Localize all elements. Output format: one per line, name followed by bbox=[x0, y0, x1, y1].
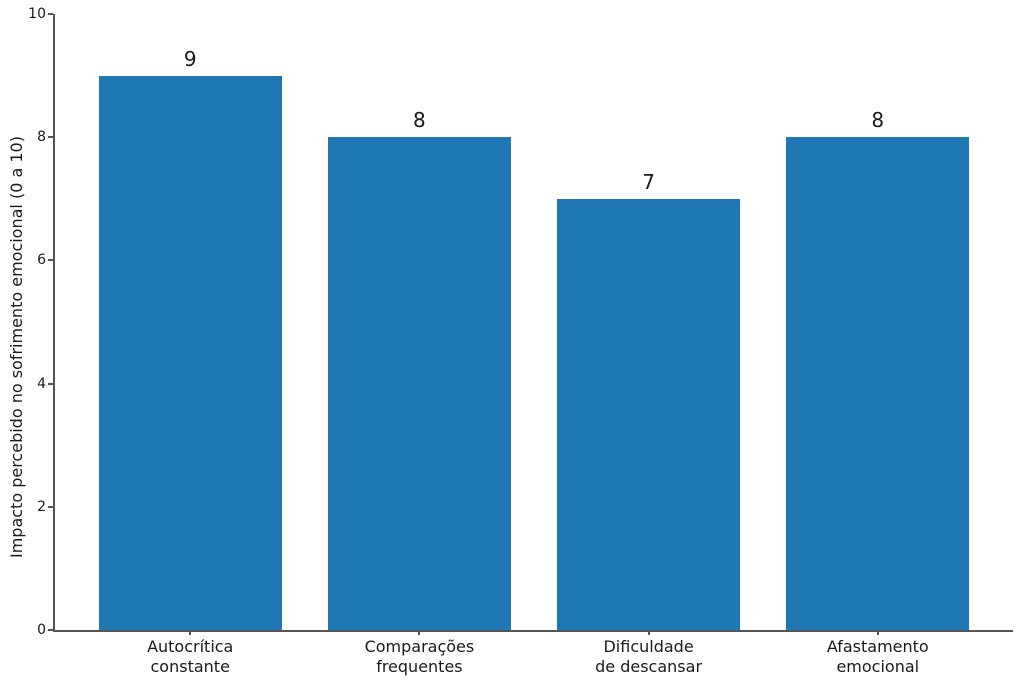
x-tick-mark bbox=[876, 630, 879, 635]
y-tick-mark bbox=[48, 505, 53, 508]
y-tick-label: 2 bbox=[37, 498, 46, 515]
y-tick-label: 0 bbox=[37, 622, 46, 638]
y-tick-mark bbox=[48, 13, 53, 15]
x-tick-mark bbox=[647, 630, 650, 635]
x-tick-label: Afastamento emocional bbox=[826, 637, 929, 676]
y-tick-label: 4 bbox=[37, 375, 46, 392]
y-tick-mark bbox=[48, 136, 53, 139]
x-axis-spine bbox=[53, 630, 1013, 632]
x-tick-label: Comparações frequentes bbox=[364, 637, 475, 676]
bar-value-label: 7 bbox=[642, 169, 655, 194]
y-axis-spine bbox=[53, 14, 55, 632]
y-tick-mark bbox=[48, 382, 53, 385]
y-tick-mark bbox=[48, 259, 53, 262]
x-tick-label: Dificuldade de descansar bbox=[595, 637, 703, 676]
bar-value-label: 9 bbox=[183, 46, 197, 71]
plot-area: 9 8 7 8 bbox=[53, 14, 1013, 632]
y-tick-mark bbox=[48, 629, 53, 631]
bar bbox=[786, 137, 970, 630]
bar-value-label: 8 bbox=[871, 108, 885, 133]
bar bbox=[327, 137, 512, 630]
bar bbox=[98, 75, 282, 630]
y-tick-label: 10 bbox=[28, 6, 46, 22]
y-tick-label: 8 bbox=[37, 129, 46, 146]
x-tick-mark bbox=[418, 630, 421, 635]
x-tick-mark bbox=[189, 630, 192, 635]
x-tick-label: Autocrítica constante bbox=[147, 637, 234, 676]
bar bbox=[556, 198, 741, 630]
y-axis-title: Impacto percebido no sofrimento emociona… bbox=[7, 136, 26, 558]
y-tick-label: 6 bbox=[37, 252, 46, 269]
bar-value-label: 8 bbox=[413, 108, 426, 133]
